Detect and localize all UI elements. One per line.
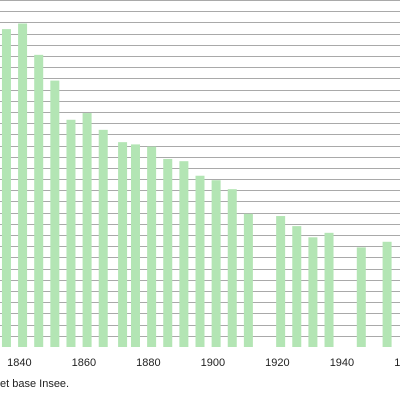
bar-1921: [276, 216, 286, 347]
bar-1856: [66, 119, 76, 347]
bar-1876: [130, 144, 140, 347]
bar-1926: [292, 226, 302, 347]
bar-1881: [147, 146, 157, 347]
bar-1954: [382, 241, 392, 347]
bar-1896: [195, 175, 205, 347]
bar-1936: [324, 232, 334, 347]
bars: [1, 23, 392, 348]
bar-1931: [308, 237, 318, 347]
x-axis-tick-labels: 1840 1860 1880 1900 1920 1940 1960: [7, 357, 400, 369]
bar-1906: [227, 189, 237, 347]
bar-1841: [18, 23, 28, 348]
bar-1836: [1, 29, 11, 348]
bar-1851: [50, 80, 60, 347]
bar-1946: [356, 247, 366, 347]
x-tick-label: 1960: [394, 357, 400, 369]
bar-1901: [211, 180, 221, 347]
x-tick-label: 1920: [265, 357, 289, 369]
x-tick-label: 1880: [136, 357, 160, 369]
x-tick-label: 1860: [72, 357, 96, 369]
bar-1861: [82, 113, 92, 347]
bar-1886: [163, 158, 173, 347]
bar-1866: [98, 129, 108, 347]
x-tick-label: 1840: [7, 357, 31, 369]
x-tick-label: 1900: [201, 357, 225, 369]
bar-1911: [243, 213, 253, 347]
source-note: et base Insee.: [0, 378, 70, 390]
bar-1872: [118, 142, 128, 347]
bar-1891: [179, 161, 189, 347]
bar-1846: [34, 54, 44, 347]
x-tick-label: 1940: [330, 357, 354, 369]
